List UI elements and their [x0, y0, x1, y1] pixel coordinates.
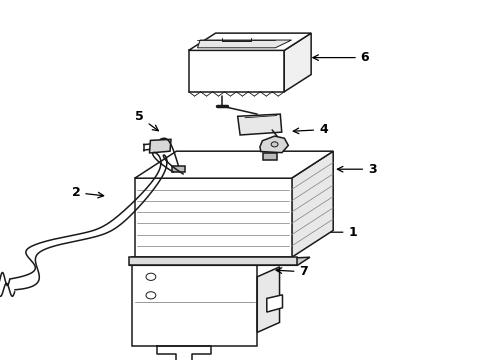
- Text: 1: 1: [313, 226, 357, 239]
- Text: 6: 6: [313, 51, 369, 64]
- Polygon shape: [292, 151, 333, 257]
- Circle shape: [271, 142, 278, 147]
- Polygon shape: [129, 257, 310, 265]
- Polygon shape: [132, 257, 257, 346]
- Polygon shape: [149, 139, 171, 153]
- Polygon shape: [189, 33, 311, 50]
- Polygon shape: [129, 257, 297, 265]
- Polygon shape: [257, 267, 279, 332]
- Polygon shape: [135, 178, 292, 257]
- Polygon shape: [238, 114, 282, 135]
- Circle shape: [146, 292, 156, 299]
- Text: 4: 4: [294, 123, 328, 136]
- Polygon shape: [260, 136, 288, 153]
- Polygon shape: [189, 50, 284, 92]
- Polygon shape: [135, 151, 333, 178]
- Text: 7: 7: [276, 265, 308, 278]
- Polygon shape: [267, 295, 282, 312]
- Polygon shape: [197, 40, 292, 48]
- Text: 3: 3: [338, 163, 377, 176]
- Text: 5: 5: [135, 111, 158, 131]
- Polygon shape: [263, 153, 276, 160]
- Polygon shape: [284, 33, 311, 92]
- Polygon shape: [172, 166, 185, 172]
- Circle shape: [146, 273, 156, 280]
- Text: 2: 2: [72, 186, 104, 199]
